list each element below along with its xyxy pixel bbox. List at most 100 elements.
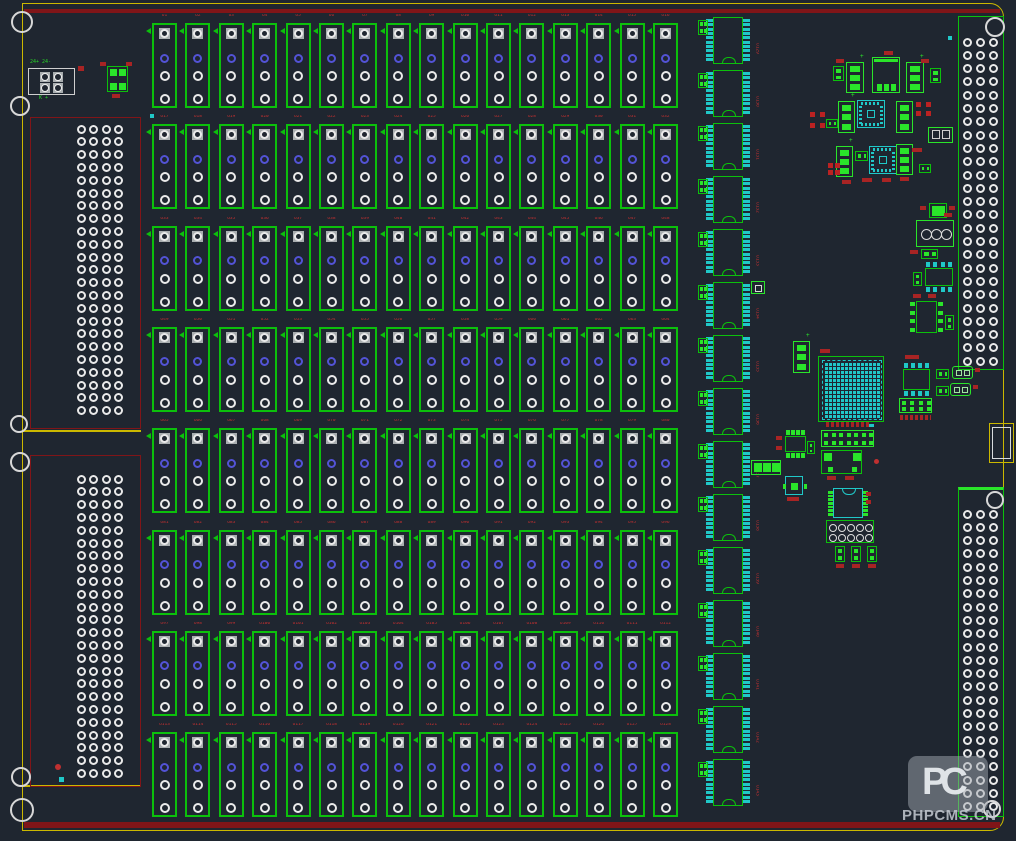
relay-footprint (580, 732, 612, 818)
pad-hole (988, 536, 998, 546)
pad-hole (494, 762, 503, 772)
ref-label-red (944, 213, 952, 217)
pad-hole (41, 73, 49, 81)
cap-pad (797, 354, 806, 360)
ic-pad (706, 318, 713, 322)
ic-pad (706, 133, 713, 137)
pad-hole (327, 458, 336, 468)
soic8-pad (911, 391, 915, 396)
pad-hole (460, 94, 471, 104)
pad-hole (88, 692, 98, 702)
pad-hole (627, 273, 638, 284)
pad-hole (259, 803, 270, 814)
pad-hole (76, 265, 86, 275)
pin1-mark-icon (580, 28, 586, 34)
pad-hole (526, 71, 537, 81)
res2h-footprint (855, 151, 868, 161)
cyan-dot (59, 777, 64, 782)
relay-ref-label: U57 (427, 317, 436, 322)
relay-ref-label: U64 (661, 317, 670, 322)
ic-pad (743, 53, 750, 57)
pad-hole (527, 53, 537, 63)
bga-pad (825, 363, 828, 366)
pad-hole (393, 172, 404, 183)
bypass-cap-footprint (698, 126, 708, 141)
cap3v-footprint (906, 62, 924, 93)
ic-pad (743, 314, 750, 318)
pad-hole (426, 701, 437, 712)
bga-pad (857, 403, 860, 406)
ic-pad (706, 685, 713, 689)
pad-hole (293, 701, 304, 712)
pad-hole (975, 602, 985, 612)
pad-hole (988, 655, 998, 665)
ic-footprint (706, 17, 750, 64)
pad-hole (159, 94, 170, 104)
pad (755, 284, 762, 292)
ic-pad (706, 689, 713, 693)
pad-hole (88, 717, 98, 727)
ic-pad (706, 191, 713, 194)
bga-pad (877, 387, 880, 390)
pad-hole (160, 53, 169, 63)
ic-pad (706, 456, 713, 459)
pad-hole (975, 90, 985, 100)
pad-hole (113, 500, 123, 510)
relay-footprint (546, 23, 578, 108)
bga-pad (877, 411, 880, 414)
bga-pad (877, 367, 880, 370)
relay-footprint (179, 732, 211, 818)
ic-pad (706, 482, 713, 485)
ic-pad (706, 588, 713, 591)
test-pad (916, 102, 921, 107)
relay-ref-label: U37 (294, 216, 303, 221)
ic-pad (706, 787, 713, 790)
relay-footprint (212, 732, 244, 818)
pad-hole (76, 175, 86, 185)
bga-pad (849, 387, 852, 390)
pad-hole (988, 303, 998, 313)
pin1-mark-icon (647, 28, 652, 34)
pad (836, 75, 841, 79)
pad-hole (226, 53, 236, 63)
ic-pad (743, 89, 750, 93)
pad-hole (293, 172, 304, 183)
qfp-footprint (857, 100, 885, 128)
bga-pad (833, 371, 836, 374)
pad-hole (101, 290, 111, 300)
bga-pad (849, 367, 852, 370)
pad-hole (259, 577, 270, 588)
ic-pad (743, 774, 750, 777)
ic-pad (743, 252, 750, 256)
pad-hole (101, 512, 111, 522)
xtal-footprint (783, 476, 807, 495)
pad-hole (661, 560, 670, 569)
relay-footprint (446, 225, 478, 311)
pad-hole (560, 154, 570, 164)
pad (854, 549, 858, 553)
pad-hole (260, 332, 270, 342)
pin1-mark-icon (480, 28, 485, 34)
relay-footprint (212, 23, 244, 108)
pad-hole (326, 577, 337, 588)
ic-pad (706, 575, 713, 578)
relay-footprint (546, 326, 578, 412)
relay-footprint (480, 630, 511, 716)
pin1-mark-icon (146, 230, 151, 237)
pad-hole (101, 768, 111, 778)
pad-hole (101, 150, 111, 160)
pad-hole (988, 709, 998, 718)
pad-hole (560, 701, 571, 712)
qfp-pads-left (859, 104, 862, 124)
relay-ref-label: U122 (459, 723, 471, 728)
bypass-cap-footprint (698, 497, 708, 512)
qfp-center-pad (879, 156, 887, 164)
pad-hole (113, 329, 123, 339)
pad-hole (76, 730, 86, 740)
ic-pad (743, 310, 750, 313)
relay-footprint (179, 326, 211, 412)
pad-hole (560, 476, 571, 487)
pad-hole (160, 357, 169, 367)
pin1-mark-icon (279, 129, 285, 136)
pad-hole (293, 296, 304, 307)
